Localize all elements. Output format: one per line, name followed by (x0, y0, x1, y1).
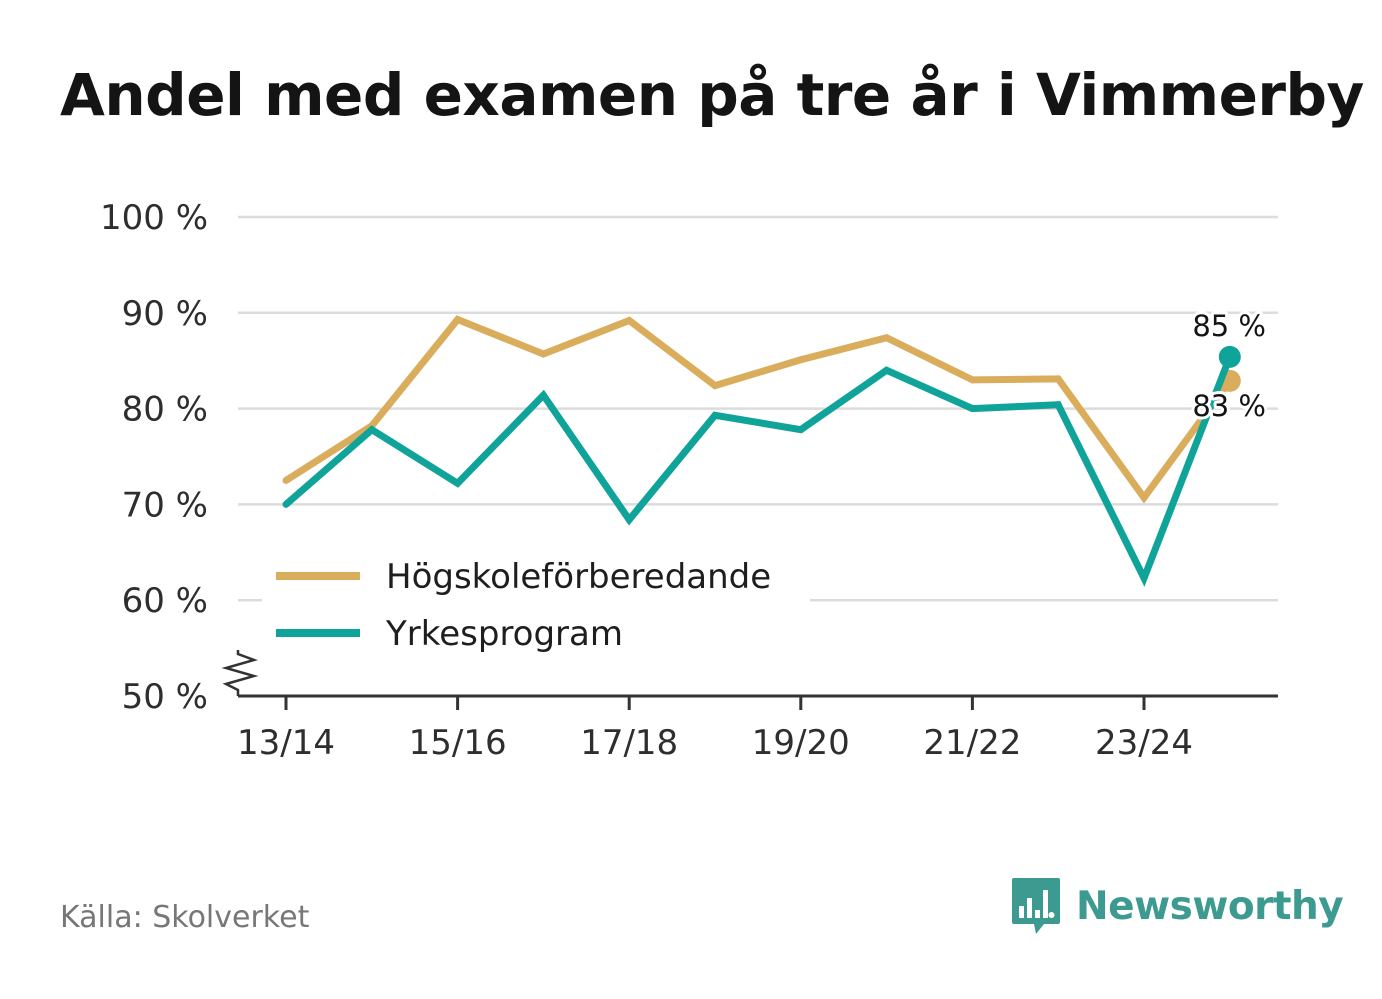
y-axis-break (221, 650, 259, 696)
x-tick-label: 23/24 (1095, 723, 1193, 763)
x-axis: 13/14 15/16 17/18 19/20 21/22 23/24 (221, 650, 1278, 763)
data-point (968, 376, 976, 384)
data-point (625, 516, 633, 524)
legend-label: Yrkesprogram (385, 614, 623, 654)
x-tick-label: 15/16 (409, 723, 507, 763)
data-point (625, 316, 633, 324)
series (282, 315, 1241, 587)
y-tick-label: 90 % (122, 294, 208, 334)
y-tick-label: 60 % (122, 581, 208, 621)
brand-name: Newsworthy (1076, 883, 1344, 929)
data-point (1054, 375, 1062, 383)
brand-logo: Newsworthy (1010, 876, 1344, 936)
data-point (1140, 574, 1148, 582)
data-point (711, 411, 719, 419)
series-end-marker (1218, 345, 1241, 368)
data-point (454, 316, 462, 324)
x-tick-label: 17/18 (580, 723, 678, 763)
x-tick-label: 19/20 (752, 723, 850, 763)
legend-label: Högskoleförberedande (386, 557, 771, 597)
data-point (797, 356, 805, 364)
data-point (1054, 401, 1062, 409)
end-value-label: 83 % (1192, 389, 1266, 423)
data-point (282, 500, 290, 508)
data-point (539, 350, 547, 358)
y-tick-label: 80 % (122, 390, 208, 430)
data-point (539, 391, 547, 399)
gridlines (238, 215, 1278, 602)
data-point (883, 334, 891, 342)
x-tick-label: 13/14 (237, 723, 335, 763)
end-value-label: 85 % (1192, 309, 1266, 343)
legend-background (262, 548, 810, 666)
legend: Högskoleförberedande Yrkesprogram (262, 548, 810, 666)
data-point (454, 479, 462, 487)
y-tick-label: 100 % (100, 198, 208, 238)
data-point (883, 366, 891, 374)
data-point (711, 382, 719, 390)
data-point (1140, 494, 1148, 502)
source-note: Källa: Skolverket (60, 900, 310, 935)
y-axis-labels: 50 % 60 % 70 % 80 % 90 % 100 % (100, 198, 208, 717)
newsworthy-bar-chart-icon (1012, 878, 1060, 934)
x-tick-label: 21/22 (923, 723, 1021, 763)
data-point (968, 405, 976, 413)
data-point (797, 426, 805, 434)
y-tick-label: 70 % (122, 485, 208, 525)
end-labels: 83 % 85 % (1189, 306, 1269, 426)
y-tick-label: 50 % (122, 677, 208, 717)
series-line (283, 355, 1234, 587)
data-point (368, 426, 376, 434)
data-point (282, 476, 290, 484)
chart-title: Andel med examen på tre år i Vimmerby (60, 61, 1364, 129)
series-line (284, 315, 1233, 504)
